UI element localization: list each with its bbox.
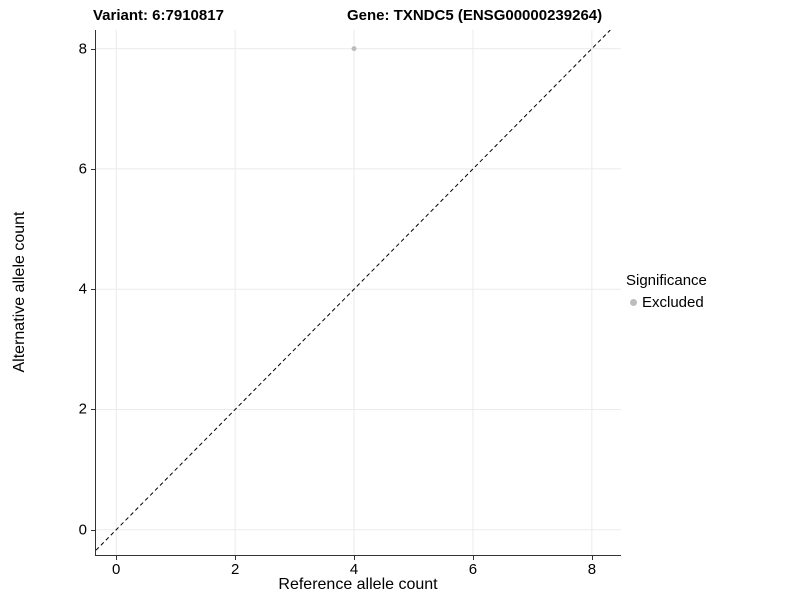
plot-area-svg	[96, 30, 621, 555]
y-tick-label: 0	[78, 521, 87, 539]
identity-line	[96, 30, 611, 551]
legend-item-excluded: Excluded	[626, 294, 707, 311]
y-tick-label: 4	[78, 280, 87, 298]
y-tick-mark	[91, 48, 95, 50]
y-tick-label: 8	[78, 40, 87, 58]
y-tick-mark	[91, 168, 95, 170]
y-tick-mark	[91, 529, 95, 531]
x-tick-mark	[354, 556, 356, 560]
x-tick-mark	[591, 556, 593, 560]
x-axis-label: Reference allele count	[278, 576, 438, 593]
gene-title: Gene: TXNDC5 (ENSG00000239264)	[347, 7, 603, 24]
plot-panel	[95, 30, 621, 556]
x-tick-label: 8	[587, 561, 597, 578]
x-tick-label: 0	[112, 561, 121, 578]
y-axis-label: Alternative allele count	[11, 211, 28, 373]
variant-title: Variant: 6:7910817	[93, 7, 224, 24]
x-tick-mark	[472, 556, 474, 560]
x-tick-label: 4	[349, 561, 359, 578]
x-tick-mark	[235, 556, 237, 560]
y-tick-mark	[91, 289, 95, 291]
data-point	[351, 46, 357, 52]
y-tick-mark	[91, 409, 95, 411]
x-tick-label: 2	[230, 561, 240, 578]
legend: Significance Excluded	[626, 272, 707, 311]
x-tick-label: 6	[468, 561, 478, 578]
legend-item-label: Excluded	[642, 294, 704, 311]
x-tick-mark	[116, 556, 118, 560]
y-tick-label: 6	[78, 160, 87, 178]
legend-point-icon	[630, 299, 637, 306]
y-tick-label: 2	[78, 400, 87, 418]
legend-title: Significance	[626, 272, 707, 289]
